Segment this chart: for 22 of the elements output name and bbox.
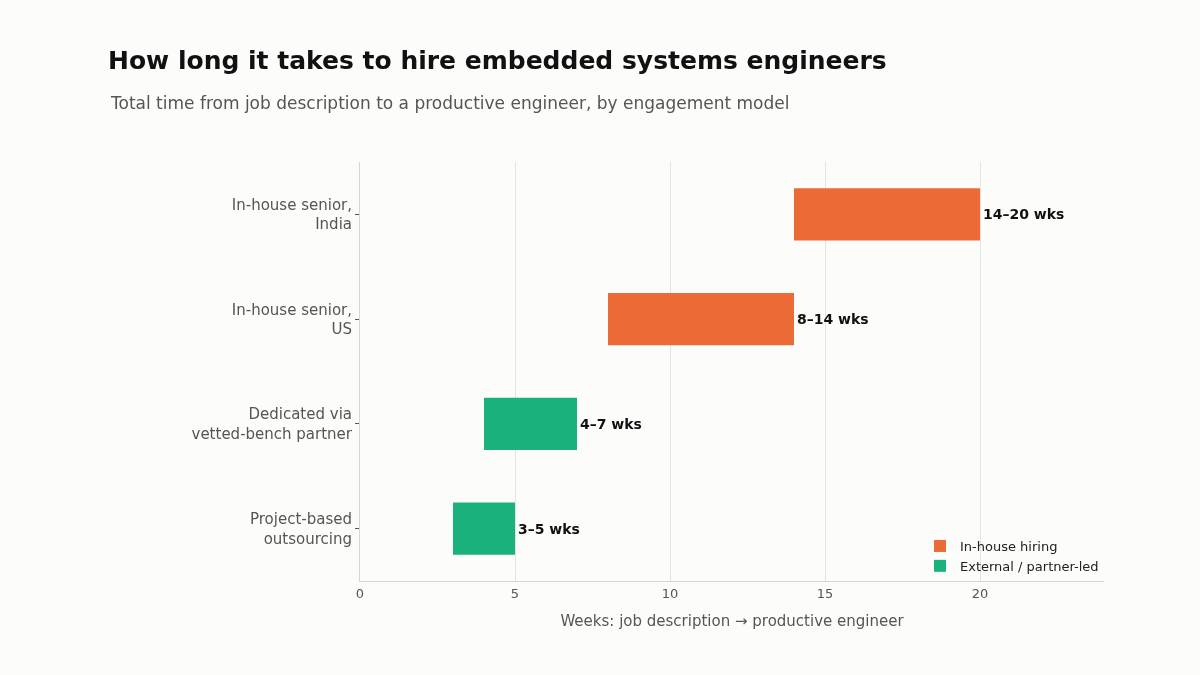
x-tick-label: 10 — [661, 585, 679, 601]
x-tick-label: 0 — [355, 585, 365, 601]
bar — [608, 292, 794, 346]
y-tick-label: Project-based outsourcing — [249, 510, 352, 548]
legend-label: In-house hiring — [960, 539, 1058, 555]
y-tick-label: In-house senior, US — [231, 300, 352, 339]
x-tick-label: 15 — [816, 585, 834, 601]
x-tick-label: 5 — [510, 585, 520, 601]
bar — [794, 188, 980, 241]
data-label: 4–7 wks — [580, 415, 642, 432]
y-tick-label: In-house senior, India — [231, 195, 352, 234]
chart-subtitle: Total time from job description to a productive engineer, by engagement model — [110, 93, 790, 113]
data-label: 3–5 wks — [518, 520, 580, 537]
chart-title: How long it takes to hire embedded systems engineers — [108, 45, 887, 75]
x-tick-label: 20 — [971, 585, 989, 601]
data-label: 14–20 wks — [983, 206, 1065, 223]
bar — [453, 502, 515, 555]
x-axis-title: Weeks: job description → productive engineer — [560, 611, 905, 630]
legend-label: External / partner-led — [960, 558, 1099, 574]
y-tick-label: Dedicated via vetted-bench partner — [191, 405, 353, 443]
bar — [484, 397, 577, 451]
data-label: 8–14 wks — [797, 311, 869, 328]
